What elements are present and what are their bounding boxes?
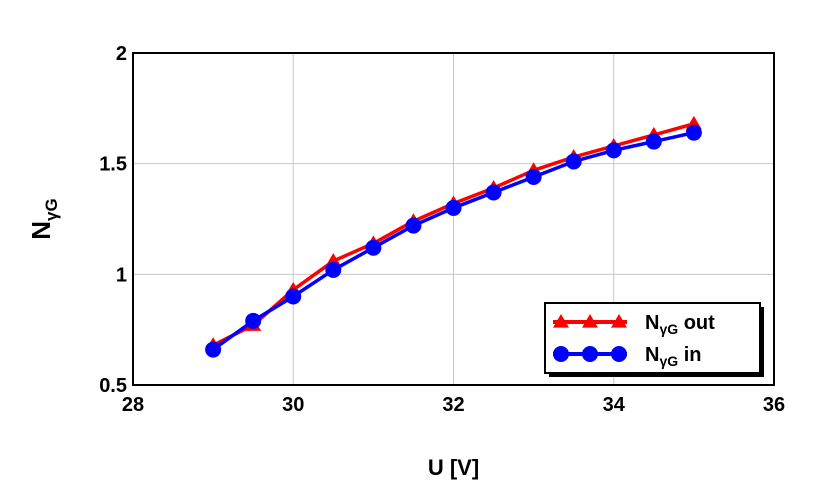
x-tick-label: 30 [282, 394, 304, 416]
legend-label-suffix: out [678, 312, 715, 334]
data-point-in [565, 153, 582, 170]
legend-marker-out [582, 314, 598, 328]
legend-label-out: NγG out [645, 312, 715, 337]
x-tick-label: 28 [122, 394, 144, 416]
legend-marker-in [582, 346, 598, 362]
data-point-in [205, 341, 222, 358]
y-tick-label: 1 [116, 264, 127, 286]
data-point-in [405, 217, 422, 234]
data-point-in [365, 239, 382, 256]
y-axis-label-sub: γG [42, 198, 61, 221]
tick-labels: 28 30 32 34 36 0.5 1 1.5 2 [99, 43, 785, 416]
x-tick-label: 34 [603, 394, 626, 416]
data-point-in [685, 124, 702, 141]
data-point-in [245, 312, 262, 329]
legend-box [544, 302, 761, 374]
legend-label-sub: γG [659, 321, 678, 337]
data-point-in [645, 133, 662, 150]
data-point-in [525, 168, 542, 185]
y-tick-label: 0.5 [99, 375, 127, 397]
series-layer [205, 115, 702, 358]
data-point-in [285, 288, 302, 305]
x-tick-label: 32 [442, 394, 464, 416]
y-axis-label: NγG [26, 198, 61, 239]
legend-label-main: N [645, 312, 659, 334]
legend-marker-in [611, 346, 627, 362]
legend-item-in: NγG in [553, 344, 701, 369]
legend-label-main: N [645, 344, 659, 366]
data-point-in [445, 199, 462, 216]
legend-label-in: NγG in [645, 344, 701, 369]
series-in [205, 124, 702, 358]
legend-marker-out [611, 314, 627, 328]
data-point-in [325, 261, 342, 278]
data-point-in [485, 184, 502, 201]
data-point-in [605, 142, 622, 159]
legend-marker-out [553, 314, 569, 328]
legend-item-out: NγG out [553, 312, 715, 337]
plot-area-frame [132, 52, 775, 386]
legend-label-sub: γG [659, 353, 678, 369]
x-tick-label: 36 [763, 394, 785, 416]
x-axis-label: U [V] [428, 455, 479, 480]
y-tick-label: 2 [116, 43, 127, 65]
legend-marker-in [553, 346, 569, 362]
y-axis-label-main: N [26, 221, 56, 240]
legend-label-suffix: in [678, 344, 701, 366]
y-tick-label: 1.5 [99, 154, 127, 176]
